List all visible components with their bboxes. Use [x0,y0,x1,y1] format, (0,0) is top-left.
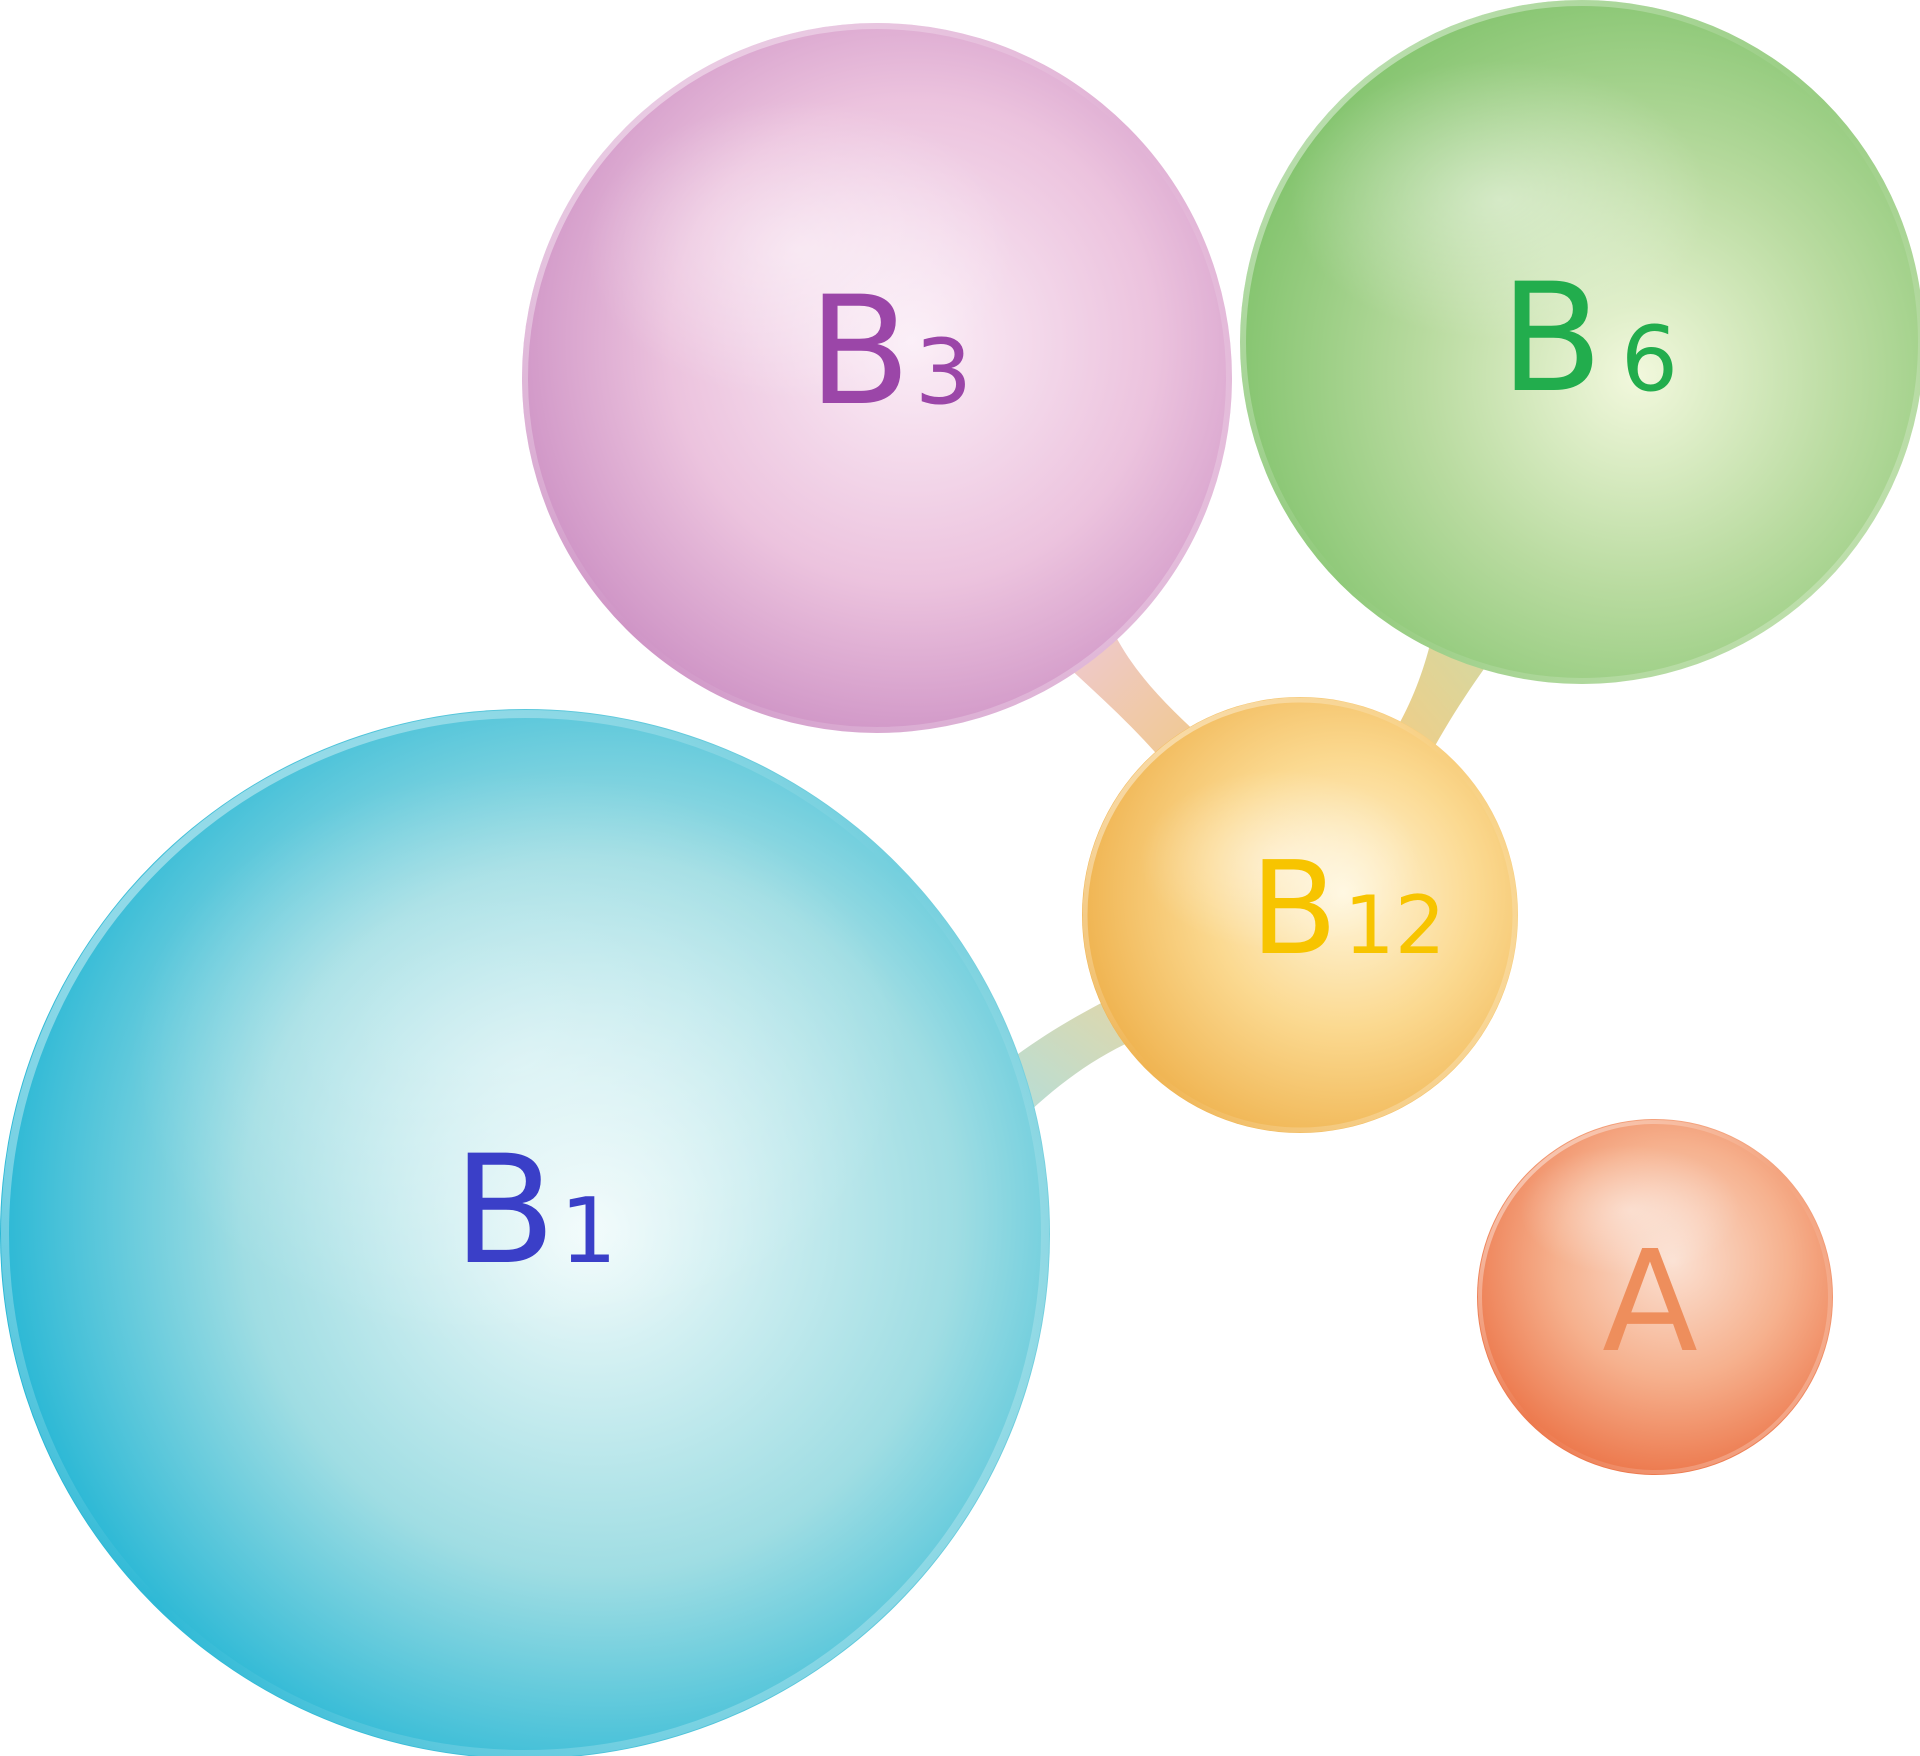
vitamin-b3-letter: B [808,265,911,439]
vitamin-b3-label: B3 [808,265,972,439]
vitamin-a-label: A [1602,1221,1698,1384]
vitamin-b6-letter: B [1500,252,1603,426]
vitamin-b1-sphere: B1 [0,709,1050,1756]
vitamin-b1-letter: B [453,1124,556,1298]
vitamin-b12-subscript: 12 [1344,879,1446,972]
vitamin-b12-label: B12 [1250,835,1446,984]
vitamin-b3-subscript: 3 [915,320,972,425]
vitamin-b3-sphere: B3 [522,23,1232,733]
vitamin-b6-subscript: 6 [1621,307,1678,412]
vitamin-b12-letter: B [1250,835,1338,984]
vitamin-a-sphere: A [1477,1119,1833,1475]
vitamin-b1-label: B1 [453,1124,617,1298]
vitamin-b1-subscript: 1 [560,1179,617,1284]
vitamin-b12-sphere: B12 [1082,697,1518,1133]
